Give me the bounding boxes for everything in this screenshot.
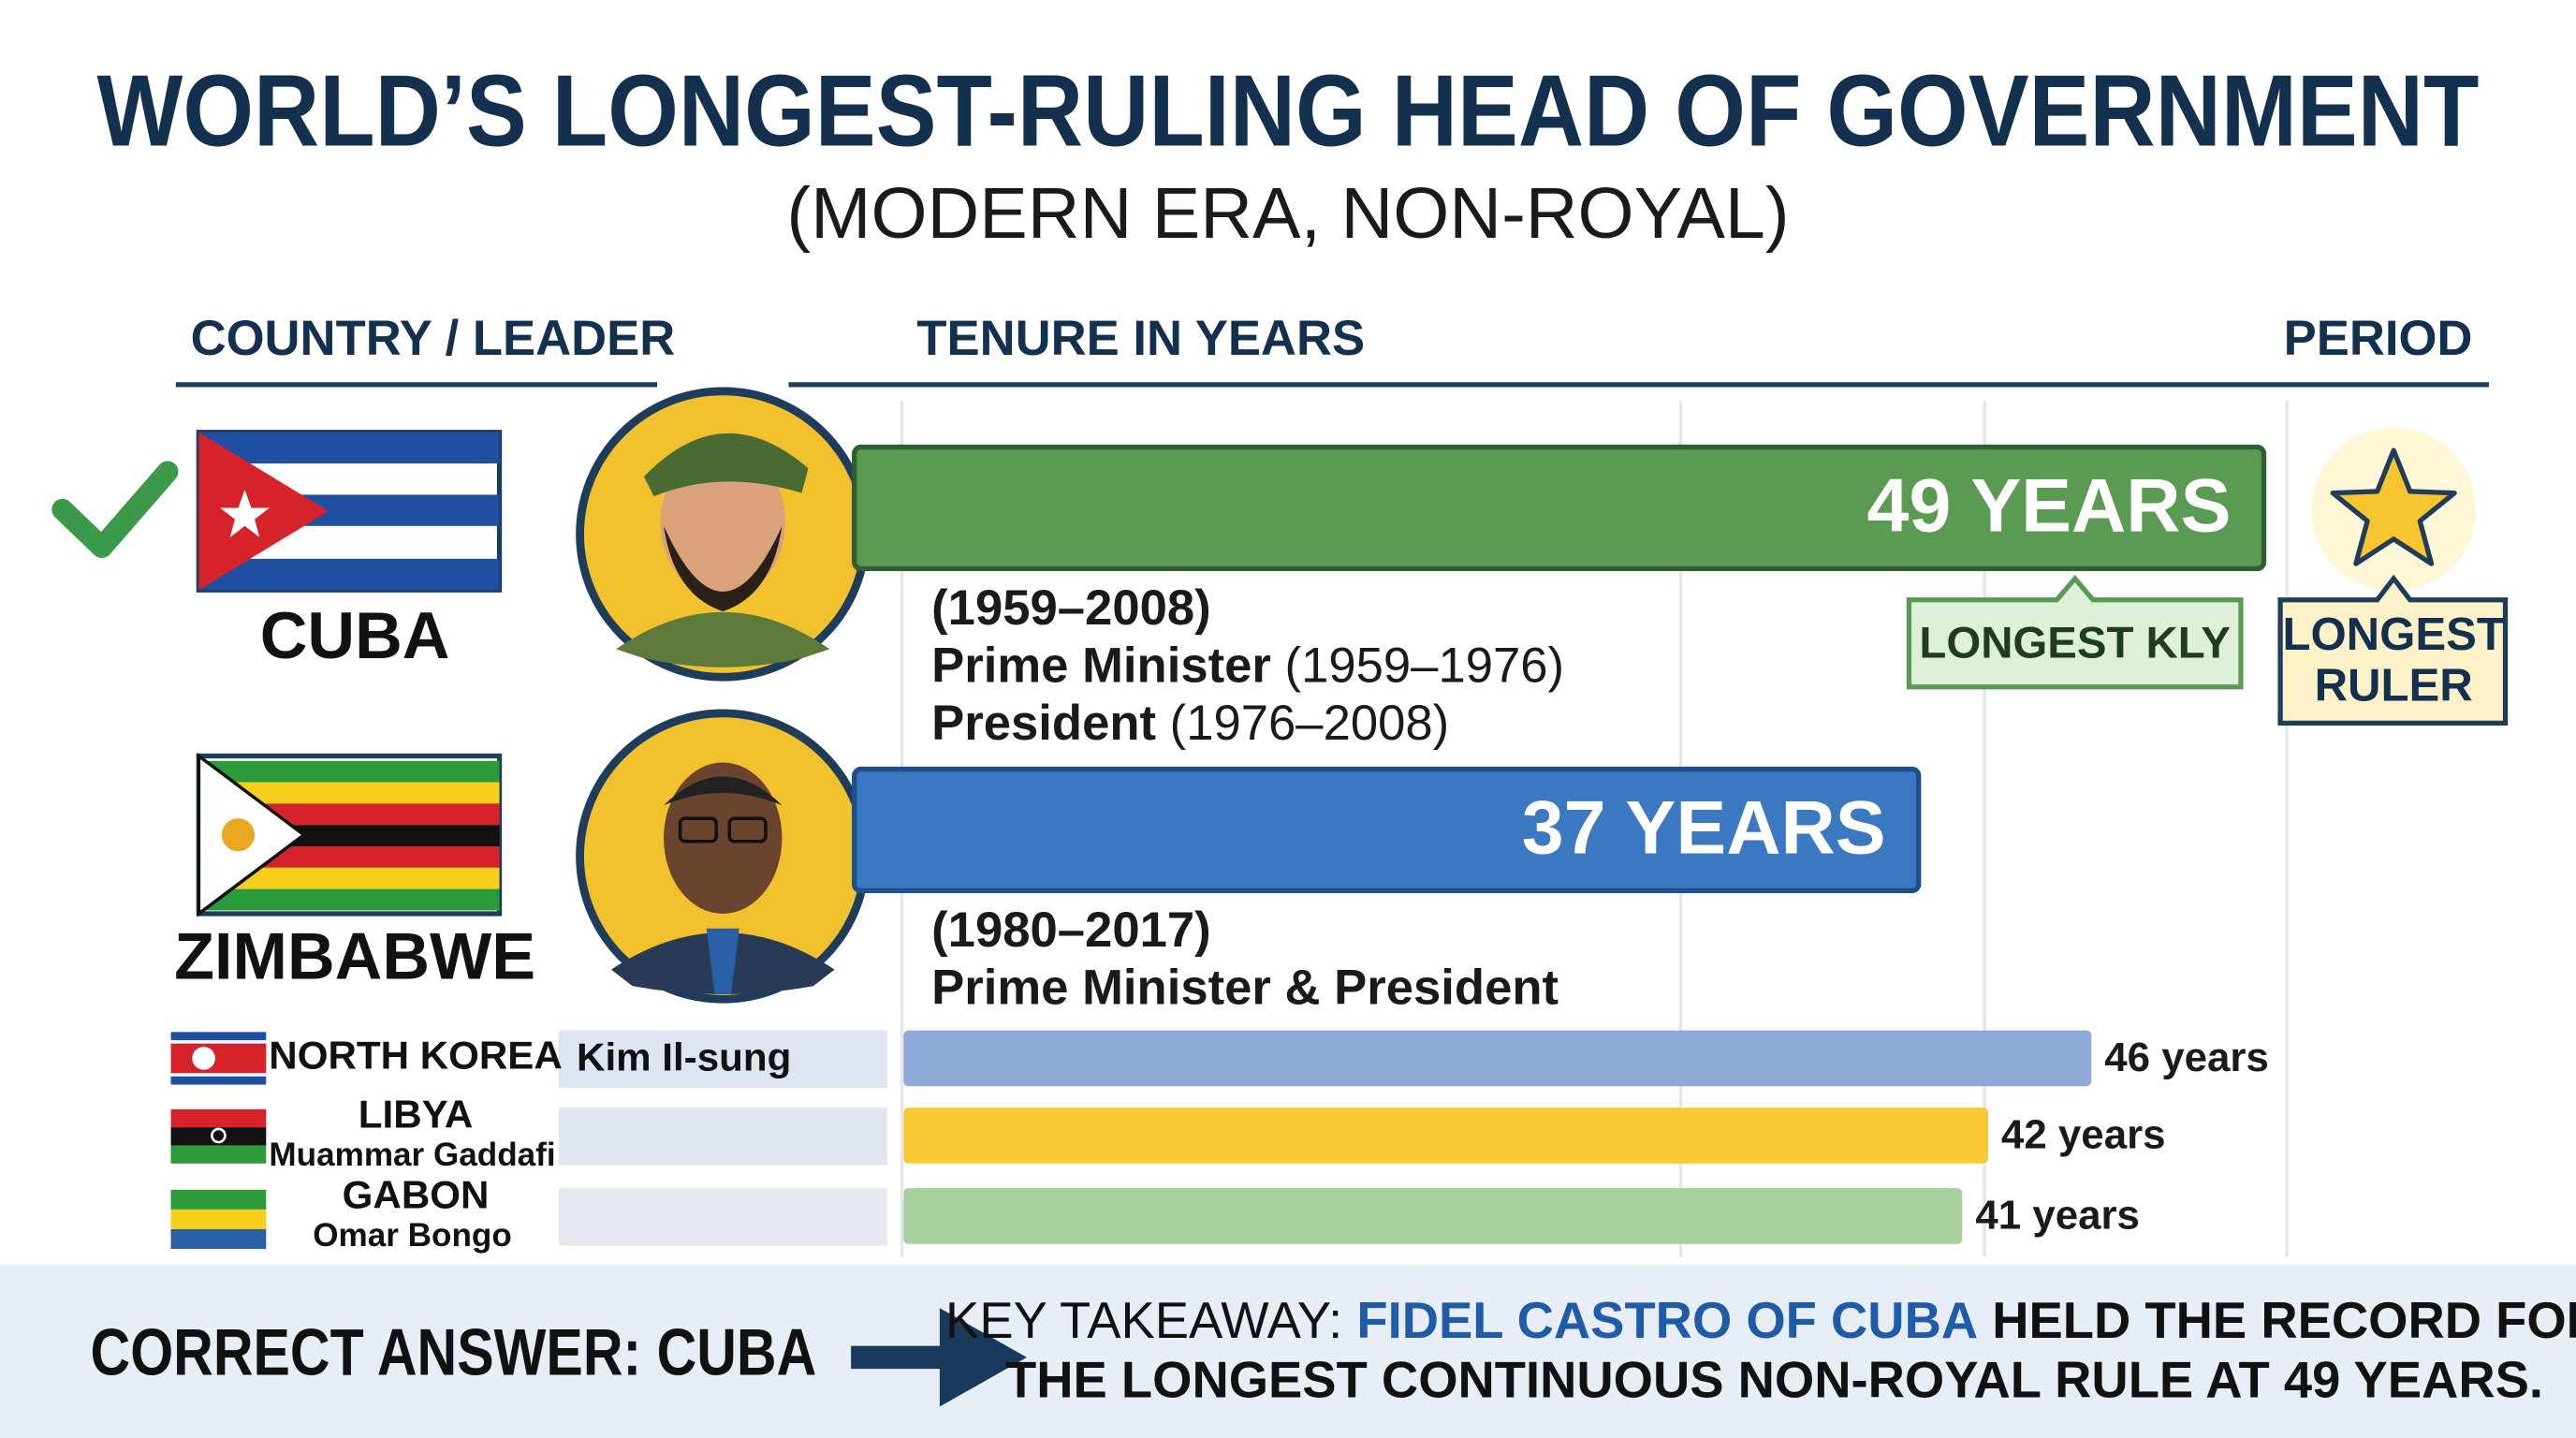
flag-star bbox=[220, 490, 270, 538]
portrait-mugabe bbox=[576, 709, 871, 1004]
flag-emblem bbox=[221, 818, 256, 852]
takeaway-text: HELD THE RECORD FOR bbox=[1978, 1292, 2576, 1349]
flag-stripe bbox=[198, 760, 500, 783]
flag-stripe bbox=[198, 558, 500, 591]
badge-text: LONGEST bbox=[2282, 609, 2504, 660]
chart-marks: CUBA 49 YEARS (1959–2008)Prime Minister (1… bbox=[174, 444, 2576, 1408]
callout-text: LONGEST KLY bbox=[1919, 618, 2231, 668]
portrait-beard bbox=[664, 525, 783, 612]
value-label: 42 years bbox=[2001, 1111, 2166, 1157]
portrait-cap bbox=[644, 433, 809, 497]
flag-stripe bbox=[198, 782, 500, 804]
flag-stripe bbox=[170, 1043, 267, 1074]
value-label: 41 years bbox=[1975, 1192, 2140, 1238]
bar bbox=[852, 444, 2267, 572]
correct-answer: CORRECT ANSWER: CUBA bbox=[91, 1314, 817, 1388]
takeaway: KEY TAKEAWAY: FIDEL CASTRO OF CUBA HELD … bbox=[945, 1292, 2576, 1349]
portrait-face bbox=[664, 762, 783, 914]
country-name: LIBYA bbox=[359, 1093, 473, 1137]
flag-stripe bbox=[170, 1145, 267, 1164]
title: WORLD’S LONGEST-RULING HEAD OF GOVERNMEN… bbox=[97, 53, 2480, 168]
arrow-head bbox=[939, 1308, 1027, 1407]
takeaway: THE LONGEST CONTINUOUS NON-ROYAL RULE AT… bbox=[1005, 1351, 2543, 1408]
portrait-glasses bbox=[678, 816, 718, 844]
footer-band bbox=[0, 1265, 2576, 1438]
period: (1980–2017) bbox=[931, 902, 1211, 958]
flag-stripe bbox=[198, 432, 500, 464]
callout-box bbox=[1906, 574, 2244, 690]
leader-box bbox=[558, 1108, 887, 1166]
leader-box bbox=[558, 1188, 887, 1246]
country-name: GABON bbox=[343, 1173, 490, 1217]
role-years: (1976–2008) bbox=[1170, 696, 1450, 751]
role-title: Prime Minister bbox=[931, 638, 1271, 693]
portrait-tie bbox=[706, 928, 739, 994]
value-label: 49 YEARS bbox=[1867, 463, 2232, 548]
bar bbox=[903, 1188, 1963, 1244]
portrait-hair bbox=[664, 776, 783, 806]
bar bbox=[852, 766, 1922, 894]
country-name: NORTH KOREA bbox=[269, 1034, 562, 1078]
role: Prime Minister & President bbox=[931, 960, 1559, 1015]
column-header: COUNTRY / LEADER bbox=[191, 311, 676, 366]
portrait-castro bbox=[576, 387, 871, 682]
leader-name: Kim Il-sung bbox=[577, 1034, 791, 1078]
flag-crescent bbox=[211, 1127, 227, 1144]
role: President (1976–2008) bbox=[931, 696, 1449, 751]
bar bbox=[903, 1108, 1988, 1164]
check-mark bbox=[51, 461, 179, 558]
flag-stripe bbox=[170, 1108, 267, 1128]
flag-north-korea bbox=[170, 1032, 267, 1085]
column-header: TENURE IN YEARS bbox=[916, 311, 1365, 366]
takeaway-text: KEY TAKEAWAY: bbox=[945, 1292, 1356, 1349]
country-name: CUBA bbox=[260, 598, 450, 672]
takeaway-highlight: FIDEL CASTRO OF CUBA bbox=[1356, 1292, 1978, 1349]
flag-disc bbox=[192, 1047, 215, 1070]
country-name: ZIMBABWE bbox=[174, 918, 535, 992]
flag-stripe bbox=[198, 867, 500, 889]
flag-stripe bbox=[170, 1189, 267, 1210]
role: Prime Minister (1959–1976) bbox=[931, 638, 1564, 693]
leader-box bbox=[558, 1030, 887, 1089]
value-label: 46 years bbox=[2104, 1034, 2269, 1080]
column-header: PERIOD bbox=[2284, 311, 2473, 366]
flag-stripe bbox=[198, 888, 500, 911]
flag-libya bbox=[170, 1108, 267, 1164]
flag-stripe bbox=[170, 1127, 267, 1146]
value-label: 37 YEARS bbox=[1522, 785, 1886, 870]
badge-box bbox=[2277, 574, 2509, 726]
portrait-glasses bbox=[727, 816, 768, 844]
subtitle: (MODERN ERA, NON-ROYAL) bbox=[786, 173, 1789, 254]
portrait-body bbox=[616, 611, 830, 668]
badge-text: RULER bbox=[2315, 661, 2473, 712]
bar bbox=[903, 1030, 2092, 1087]
star bbox=[2330, 448, 2457, 566]
flag-stripe bbox=[170, 1228, 267, 1250]
role-title: President bbox=[931, 696, 1156, 751]
role-title: Prime Minister & President bbox=[931, 960, 1559, 1015]
period: (1959–2008) bbox=[931, 580, 1211, 636]
flag-gabon bbox=[170, 1189, 267, 1250]
role-years: (1959–1976) bbox=[1285, 638, 1565, 693]
leader-name: Omar Bongo bbox=[313, 1217, 512, 1254]
flag-stripe bbox=[170, 1209, 267, 1229]
flag-cuba bbox=[196, 430, 503, 593]
leader-name: Muammar Gaddafi bbox=[269, 1137, 555, 1173]
flag-zimbabwe bbox=[196, 752, 503, 917]
